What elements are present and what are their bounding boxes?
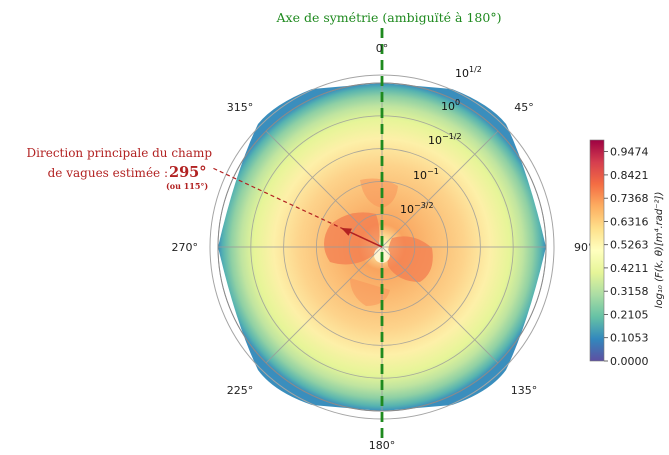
colorbar-tick-label: 0.5263	[610, 239, 649, 252]
angle-label-135: 135°	[511, 384, 538, 397]
angle-label-225: 225°	[227, 384, 254, 397]
colorbar-ticks: 0.0000 0.1053 0.2105 0.3158 0.4211 0.5263 0.63…	[604, 146, 649, 368]
angular-grid-spoke-135	[381, 246, 499, 364]
angular-grid-spoke-315	[265, 130, 383, 248]
radial-tick-label-4: 100	[441, 98, 460, 113]
angular-grid-spoke-225	[265, 246, 383, 364]
annotation-line1: Direction principale du champ	[27, 146, 213, 160]
angle-label-315: 315°	[227, 101, 254, 114]
annotation-value: 295°	[169, 164, 207, 181]
symmetry-axis-label: Axe de symétrie (ambiguïté à 180°)	[276, 10, 502, 25]
angle-label-90: 90°	[574, 241, 594, 254]
angle-label-0: 0°	[376, 42, 389, 55]
radial-label-group: 10−3/2 10−1 10−1/2 100 101/2	[400, 65, 482, 216]
colorbar-tick-label: 0.4211	[610, 262, 649, 275]
angle-label-270: 270°	[172, 241, 199, 254]
colorbar-tick-label: 0.1053	[610, 332, 649, 345]
angular-grid-spoke-45	[381, 130, 499, 248]
radial-tick-label-2: 10−1	[413, 167, 439, 182]
colorbar-tick-label: 0.9474	[610, 146, 649, 159]
annotation-line2: de vagues estimée :	[48, 166, 168, 180]
colorbar-tick-label: 0.6316	[610, 215, 649, 228]
colorbar-label: log₁₀ (F(k, θ)[m⁴.rad⁻²])	[653, 192, 665, 309]
colorbar-tick-label: 0.7368	[610, 192, 649, 205]
energy-blobs	[324, 178, 433, 306]
colorbar-tick-label: 0.0000	[610, 355, 649, 368]
polar-grid	[217, 82, 547, 412]
colorbar-tick-label: 0.8421	[610, 169, 649, 182]
radial-tick-label-1: 10−3/2	[400, 201, 434, 216]
colorbar	[589, 139, 605, 362]
annotation-alt: (ou 115°)	[166, 181, 208, 191]
direction-arrow	[341, 227, 383, 248]
colorbar-tick-label: 0.3158	[610, 285, 649, 298]
radial-tick-label-5: 101/2	[455, 65, 482, 80]
angle-label-180: 180°	[369, 439, 396, 452]
angle-label-group: 0° 45° 90° 135° 180° 225° 270° 315°	[172, 42, 594, 452]
angle-label-45: 45°	[514, 101, 534, 114]
colorbar-tick-label: 0.2105	[610, 309, 649, 322]
radial-tick-label-3: 10−1/2	[428, 132, 462, 147]
